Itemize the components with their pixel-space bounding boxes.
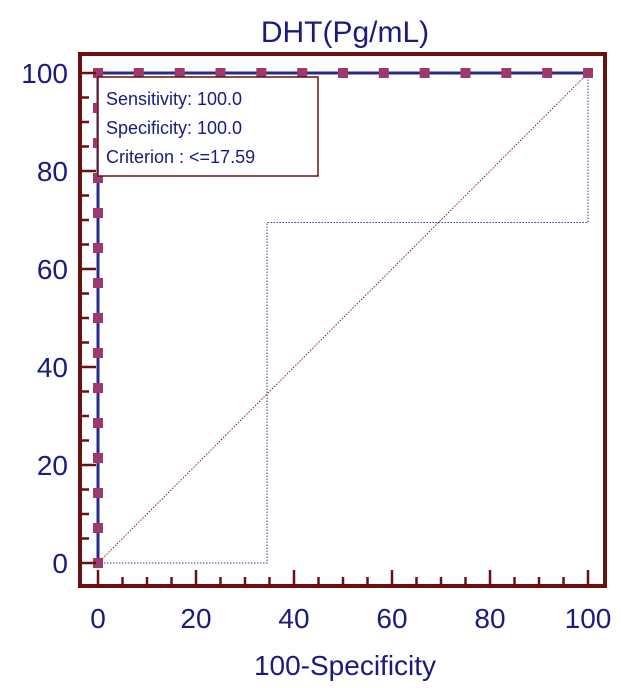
confidence-bound-line: [98, 73, 589, 564]
roc-point-marker: [93, 207, 103, 218]
roc-point-marker: [93, 383, 103, 394]
x-tick-label: 80: [474, 603, 505, 634]
roc-point-marker: [93, 558, 103, 568]
x-tick-label: 100: [565, 603, 612, 634]
roc-point-marker: [93, 452, 103, 463]
roc-point-marker: [93, 313, 103, 323]
roc-point-marker: [93, 173, 103, 184]
roc-point-marker: [419, 68, 430, 78]
roc-point-marker: [93, 68, 103, 78]
roc-point-marker: [93, 418, 103, 429]
y-tick-label: 100: [21, 58, 68, 89]
roc-point-marker: [256, 68, 267, 78]
reference-diagonal-line: [97, 72, 589, 564]
roc-point-marker: [338, 68, 348, 78]
roc-point-marker: [215, 68, 226, 78]
roc-point-marker: [93, 347, 103, 358]
roc-point-marker: [542, 68, 553, 78]
criterion-info-box: Sensitivity: 100.0 Specificity: 100.0 Cr…: [97, 76, 319, 177]
y-tick-labels: 0 20 40 60 80 100: [21, 58, 68, 579]
info-box-frame: [97, 76, 319, 177]
roc-point-marker: [133, 68, 144, 78]
roc-point-marker: [378, 68, 389, 78]
roc-point-marker: [174, 68, 185, 78]
y-tick-label: 60: [37, 254, 68, 285]
roc-point-marker: [93, 487, 103, 498]
info-sensitivity: Sensitivity: 100.0: [106, 89, 242, 109]
x-tick-label: 40: [278, 603, 309, 634]
y-tick-label: 0: [52, 548, 68, 579]
x-axis-label: 100-Specificity: [254, 650, 436, 681]
x-tick-label: 0: [90, 603, 106, 634]
x-tick-label: 60: [376, 603, 407, 634]
y-tick-label: 40: [37, 352, 68, 383]
roc-point-marker: [460, 68, 471, 78]
y-tick-label: 20: [37, 450, 68, 481]
x-tick-labels: 0 20 40 60 80 100: [90, 603, 611, 634]
info-criterion: Criterion : <=17.59: [106, 147, 255, 167]
roc-point-marker: [93, 242, 103, 253]
y-tick-label: 80: [37, 156, 68, 187]
roc-point-marker: [297, 68, 308, 78]
info-specificity: Specificity: 100.0: [106, 118, 242, 138]
roc-point-marker: [93, 523, 103, 534]
roc-point-marker: [583, 68, 593, 78]
roc-point-marker: [501, 68, 512, 78]
tick-marks: [80, 71, 590, 586]
chart-title: DHT(Pg/mL): [261, 16, 429, 49]
roc-point-marker: [93, 278, 103, 289]
x-tick-label: 20: [180, 603, 211, 634]
